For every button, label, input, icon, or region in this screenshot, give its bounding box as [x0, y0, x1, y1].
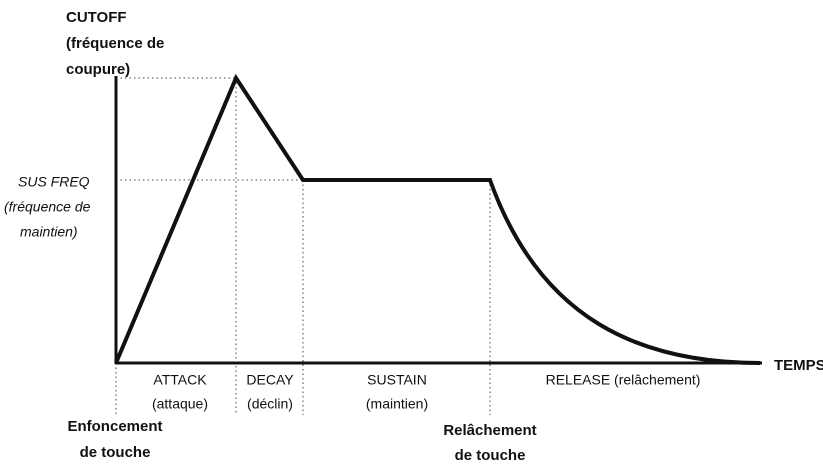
- phase-name: RELEASE (relâchement): [546, 372, 701, 388]
- event-label: de touche: [80, 444, 151, 461]
- envelope: [114, 73, 761, 365]
- event-label: Enfoncement: [67, 418, 162, 435]
- event-label: de touche: [455, 447, 526, 464]
- guides: [115, 77, 491, 415]
- x-axis-label: TEMPS: [774, 357, 823, 374]
- phase-subtitle: (déclin): [247, 396, 293, 412]
- y-axis-title: coupure): [66, 61, 130, 78]
- sustain-label: (fréquence de: [4, 199, 91, 215]
- phase-name: DECAY: [246, 372, 294, 388]
- phase-name: SUSTAIN: [367, 372, 427, 388]
- y-axis-title: CUTOFF: [66, 9, 127, 26]
- y-axis-title: (fréquence de: [66, 35, 164, 52]
- phase-subtitle: (maintien): [366, 396, 428, 412]
- sustain-label: maintien): [20, 224, 78, 240]
- phase-name: ATTACK: [153, 372, 207, 388]
- phase-subtitle: (attaque): [152, 396, 208, 412]
- sustain-label: SUS FREQ: [18, 174, 90, 190]
- event-label: Relâchement: [443, 422, 536, 439]
